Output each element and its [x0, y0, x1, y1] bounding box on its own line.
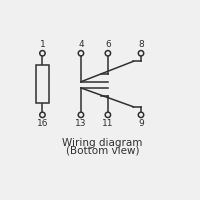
- Text: 16: 16: [37, 119, 48, 128]
- Text: 13: 13: [75, 119, 87, 128]
- Circle shape: [105, 51, 111, 56]
- Text: Wiring diagram: Wiring diagram: [62, 138, 143, 148]
- Text: (Bottom view): (Bottom view): [66, 146, 139, 156]
- Text: 1: 1: [40, 40, 45, 49]
- Circle shape: [78, 51, 84, 56]
- Text: 8: 8: [138, 40, 144, 49]
- Circle shape: [105, 112, 111, 118]
- Text: 6: 6: [105, 40, 111, 49]
- Text: 4: 4: [78, 40, 84, 49]
- Circle shape: [40, 51, 45, 56]
- Bar: [36, 65, 49, 103]
- Circle shape: [138, 112, 144, 118]
- Text: 11: 11: [102, 119, 114, 128]
- Circle shape: [138, 51, 144, 56]
- Text: 9: 9: [138, 119, 144, 128]
- Circle shape: [40, 112, 45, 118]
- Circle shape: [78, 112, 84, 118]
